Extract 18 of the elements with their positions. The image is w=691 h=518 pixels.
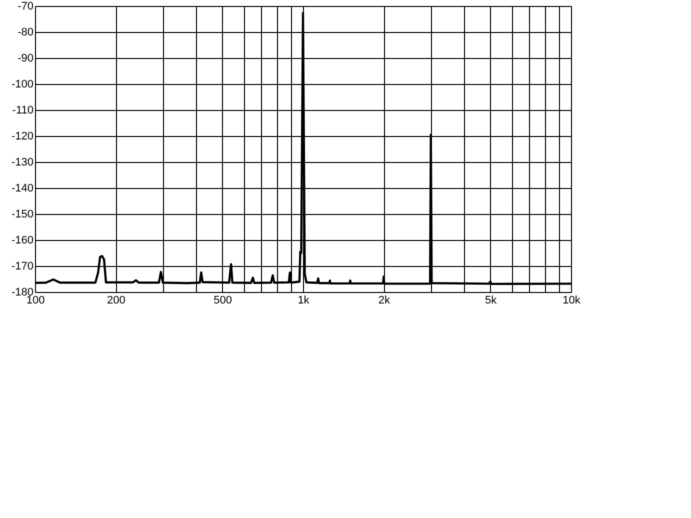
- x-tick-label: 200: [106, 294, 126, 306]
- y-tick-label: -160: [11, 234, 34, 246]
- y-tick-label: -80: [18, 26, 34, 38]
- y-tick-label: -150: [11, 208, 34, 220]
- x-tick-label: 10k: [562, 294, 581, 306]
- y-tick-label: -130: [11, 156, 34, 168]
- x-tick-label: 500: [214, 294, 232, 306]
- y-tick-label: -140: [11, 182, 34, 194]
- y-tick-label: -100: [11, 78, 34, 90]
- x-tick-label: 100: [26, 294, 45, 306]
- y-tick-label: -90: [18, 52, 34, 64]
- x-tick-label: 5k: [485, 294, 498, 306]
- x-tick-label: 2k: [378, 294, 390, 306]
- y-tick-label: -120: [11, 130, 34, 142]
- x-tick-label: 1k: [298, 294, 310, 306]
- y-tick-label: -110: [12, 104, 34, 116]
- y-tick-label: -70: [18, 0, 34, 12]
- y-tick-label: -170: [11, 260, 34, 272]
